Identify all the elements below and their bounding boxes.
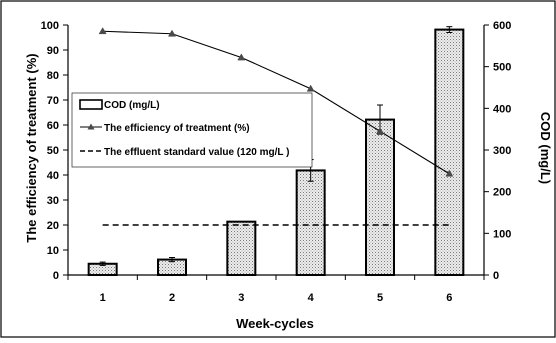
y-axis-right-label: COD (mg/L) bbox=[538, 112, 553, 184]
efficiency-marker bbox=[445, 169, 454, 177]
x-tick-label: 4 bbox=[308, 292, 315, 304]
x-tick-label: 1 bbox=[100, 292, 106, 304]
legend-efficiency-label: The efficiency of treatment (%) bbox=[104, 123, 250, 134]
y-right-tick-label: 600 bbox=[493, 20, 511, 32]
y-right-tick-label: 400 bbox=[493, 103, 511, 115]
cod-bar bbox=[295, 169, 326, 277]
cod-bar bbox=[226, 220, 257, 277]
y-left-tick-label: 60 bbox=[47, 120, 59, 132]
y-left-tick-label: 30 bbox=[47, 195, 59, 207]
y-left-tick-label: 100 bbox=[41, 20, 59, 32]
legend-bar-swatch bbox=[79, 99, 103, 110]
y-left-tick-label: 0 bbox=[53, 270, 59, 282]
efficiency-marker bbox=[237, 53, 246, 61]
y-right-tick-label: 500 bbox=[493, 62, 511, 74]
legend-box bbox=[71, 92, 313, 168]
cod-bar bbox=[365, 118, 395, 277]
line-layer bbox=[98, 27, 454, 226]
x-tick-label: 6 bbox=[446, 292, 452, 304]
x-tick-label: 3 bbox=[238, 292, 244, 304]
y-left-tick-label: 50 bbox=[47, 145, 59, 157]
y-right-tick-label: 0 bbox=[493, 270, 499, 282]
efficiency-marker bbox=[167, 29, 177, 37]
x-axis-label: Week-cycles bbox=[236, 316, 314, 331]
y-left-tick-label: 40 bbox=[47, 170, 59, 182]
y-left-tick-label: 80 bbox=[47, 70, 59, 82]
y-right-tick-label: 100 bbox=[493, 228, 511, 240]
cod-bar bbox=[434, 28, 465, 277]
legend-cod-label: COD (mg/L) bbox=[104, 100, 160, 111]
y-right-tick-label: 300 bbox=[493, 145, 511, 157]
efficiency-marker bbox=[98, 27, 107, 35]
legend: COD (mg/L) The efficiency of treatment (%… bbox=[71, 92, 313, 168]
y-right-tick-label: 200 bbox=[493, 187, 511, 199]
efficiency-line bbox=[102, 30, 450, 175]
y-axis-left-label: The efficiency of treatment (%) bbox=[24, 53, 39, 242]
legend-standard-label: The effluent standard value (120 mg/L ) bbox=[104, 147, 289, 158]
y-left-tick-label: 20 bbox=[47, 220, 59, 232]
efficiency-marker bbox=[375, 127, 385, 135]
efficiency-marker bbox=[306, 84, 315, 92]
y-left-tick-label: 10 bbox=[47, 245, 59, 257]
y-left-tick-label: 70 bbox=[47, 95, 59, 107]
legend-triangle-marker bbox=[87, 123, 95, 130]
x-tick-label: 5 bbox=[377, 292, 383, 304]
bars-layer bbox=[87, 26, 465, 277]
x-tick-label: 2 bbox=[169, 292, 175, 304]
y-left-tick-label: 90 bbox=[47, 45, 59, 57]
axes-layer: 0 10 20 30 40 50 60 70 80 90 100 0 100 200 300 400 500 60… bbox=[41, 20, 512, 304]
